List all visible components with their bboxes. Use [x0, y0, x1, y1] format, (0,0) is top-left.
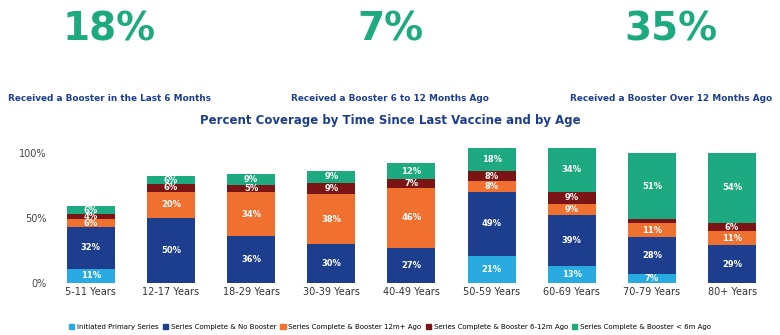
Text: 50%: 50% — [161, 246, 181, 255]
Text: 27%: 27% — [402, 261, 421, 270]
Text: 51%: 51% — [642, 182, 662, 191]
Bar — [548, 192, 596, 204]
Text: 6%: 6% — [83, 206, 98, 215]
Bar — [67, 269, 115, 283]
Bar — [467, 192, 516, 256]
Text: 38%: 38% — [321, 215, 341, 224]
Text: Percent Coverage by Time Since Last Vaccine and by Age: Percent Coverage by Time Since Last Vacc… — [200, 114, 580, 127]
Bar — [147, 176, 195, 184]
Bar — [628, 219, 676, 223]
Text: 20%: 20% — [161, 200, 181, 209]
Text: 7%: 7% — [357, 10, 423, 48]
Bar — [467, 148, 516, 171]
Text: 6%: 6% — [83, 219, 98, 228]
Text: 8%: 8% — [484, 172, 498, 181]
Text: 13%: 13% — [562, 270, 582, 279]
Bar — [708, 223, 756, 231]
Bar — [548, 148, 596, 192]
Bar — [147, 218, 195, 283]
Text: 32%: 32% — [81, 244, 101, 252]
Bar — [548, 266, 596, 283]
Text: 18%: 18% — [481, 155, 502, 164]
Text: Received a Booster in the Last 6 Months: Received a Booster in the Last 6 Months — [8, 94, 211, 103]
Text: 12%: 12% — [402, 166, 421, 176]
Bar — [67, 214, 115, 219]
Bar — [708, 231, 756, 245]
Text: 9%: 9% — [244, 175, 258, 184]
Bar — [307, 183, 356, 195]
Text: 11%: 11% — [642, 226, 662, 235]
Bar — [388, 248, 435, 283]
Text: 9%: 9% — [324, 173, 339, 181]
Bar — [388, 179, 435, 188]
Bar — [708, 153, 756, 223]
Text: 36%: 36% — [241, 255, 261, 264]
Text: 28%: 28% — [642, 251, 662, 260]
Bar — [388, 188, 435, 248]
Bar — [307, 244, 356, 283]
Text: 6%: 6% — [164, 176, 178, 185]
Text: 9%: 9% — [565, 193, 579, 202]
Text: 11%: 11% — [722, 233, 743, 243]
Text: 6%: 6% — [725, 222, 739, 231]
Text: 35%: 35% — [624, 10, 718, 48]
Text: 46%: 46% — [402, 213, 421, 222]
Text: 54%: 54% — [722, 184, 743, 193]
Bar — [307, 195, 356, 244]
Text: 7%: 7% — [404, 179, 419, 188]
Text: 30%: 30% — [321, 259, 341, 268]
Text: Received a Booster Over 12 Months Ago: Received a Booster Over 12 Months Ago — [569, 94, 772, 103]
Text: 11%: 11% — [80, 271, 101, 280]
Text: 5%: 5% — [244, 184, 258, 193]
Bar — [708, 245, 756, 283]
Text: 49%: 49% — [481, 219, 502, 228]
Bar — [227, 236, 275, 283]
Bar — [67, 227, 115, 269]
Text: 18%: 18% — [62, 10, 156, 48]
Bar — [67, 206, 115, 214]
Text: 9%: 9% — [565, 205, 579, 214]
Text: 39%: 39% — [562, 236, 582, 245]
Bar — [628, 274, 676, 283]
Text: 34%: 34% — [241, 209, 261, 218]
Bar — [147, 184, 195, 192]
Bar — [467, 171, 516, 182]
Text: 8%: 8% — [484, 182, 498, 191]
Bar — [467, 256, 516, 283]
Bar — [67, 219, 115, 227]
Bar — [548, 204, 596, 215]
Text: 34%: 34% — [562, 165, 582, 174]
Bar — [227, 192, 275, 236]
Bar — [307, 171, 356, 183]
Text: 21%: 21% — [481, 265, 502, 274]
Text: 9%: 9% — [324, 184, 339, 193]
Text: 7%: 7% — [645, 274, 659, 283]
Bar — [388, 163, 435, 179]
Bar — [628, 223, 676, 238]
Bar — [628, 153, 676, 219]
Text: 4%: 4% — [83, 212, 98, 221]
Bar — [467, 182, 516, 192]
Bar — [548, 215, 596, 266]
Bar — [628, 238, 676, 274]
Bar — [227, 185, 275, 192]
Text: 6%: 6% — [164, 184, 178, 193]
Bar — [227, 174, 275, 185]
Text: 29%: 29% — [722, 260, 742, 269]
Legend: Initiated Primary Series, Series Complete & No Booster, Series Complete & Booste: Initiated Primary Series, Series Complet… — [68, 323, 712, 332]
Text: Received a Booster 6 to 12 Months Ago: Received a Booster 6 to 12 Months Ago — [291, 94, 489, 103]
Bar — [147, 192, 195, 218]
